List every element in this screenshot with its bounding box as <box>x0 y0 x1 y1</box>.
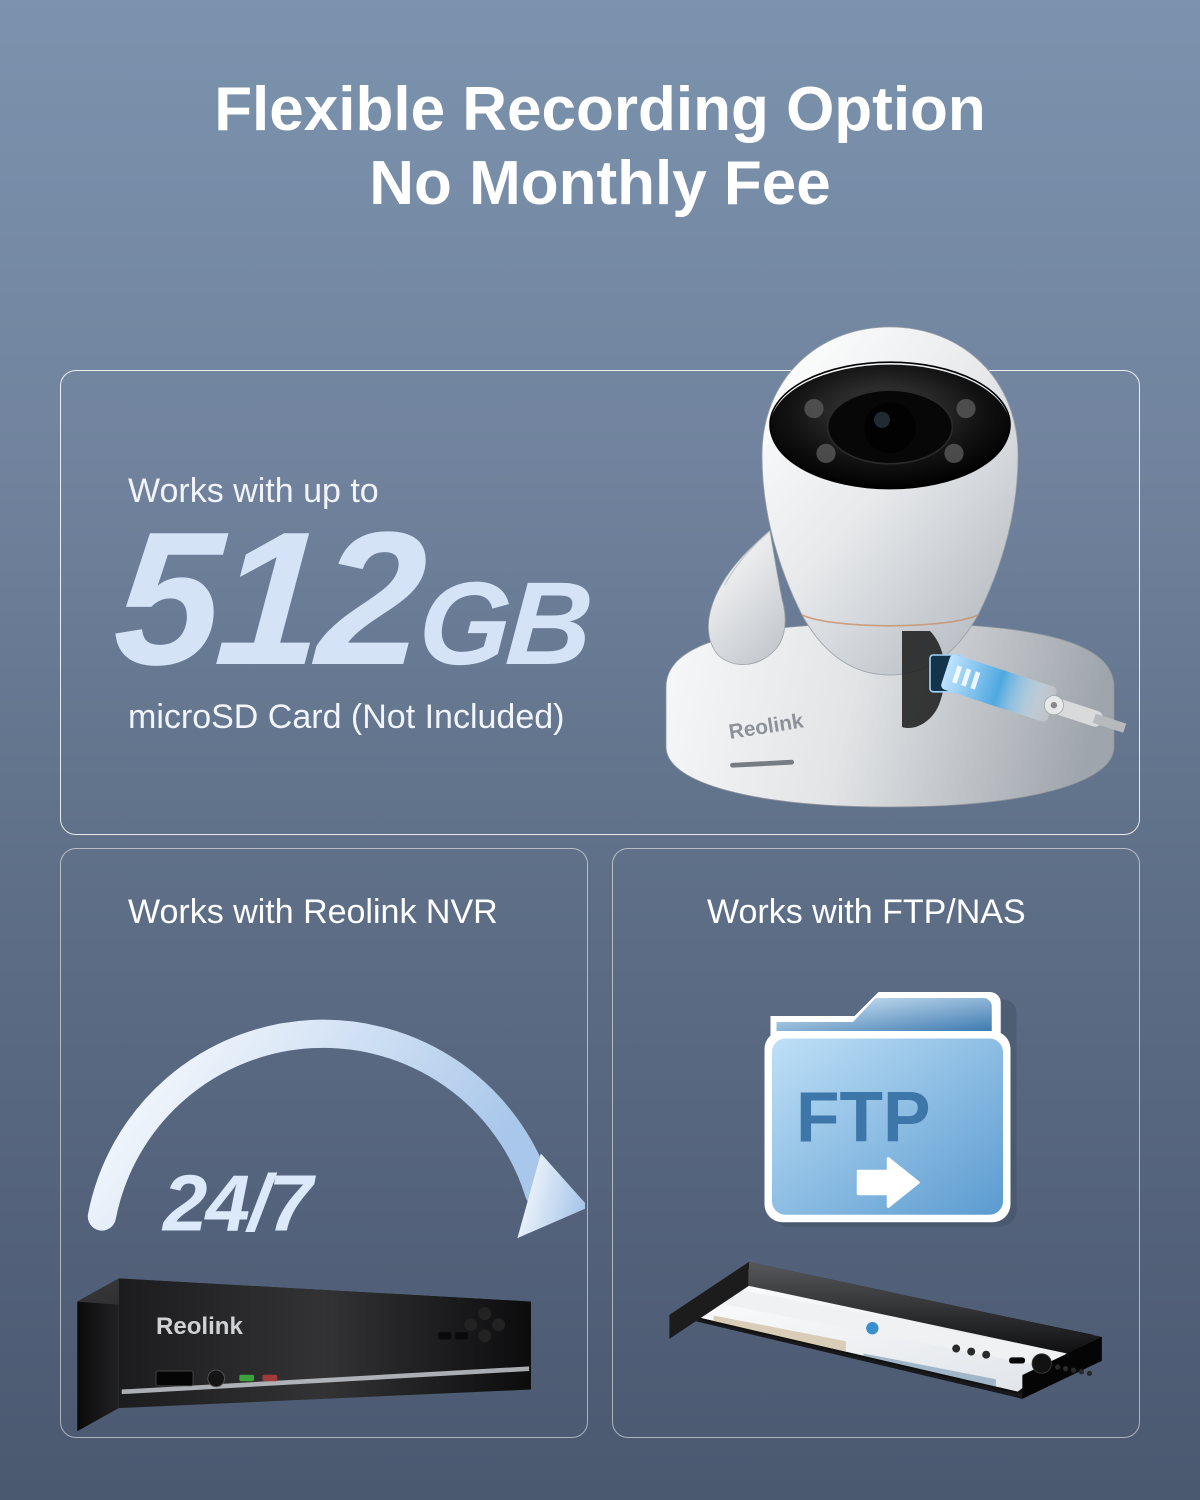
svg-text:Reolink: Reolink <box>156 1313 244 1340</box>
svg-text:24/7: 24/7 <box>161 1159 316 1240</box>
svg-text:FTP: FTP <box>796 1077 931 1157</box>
